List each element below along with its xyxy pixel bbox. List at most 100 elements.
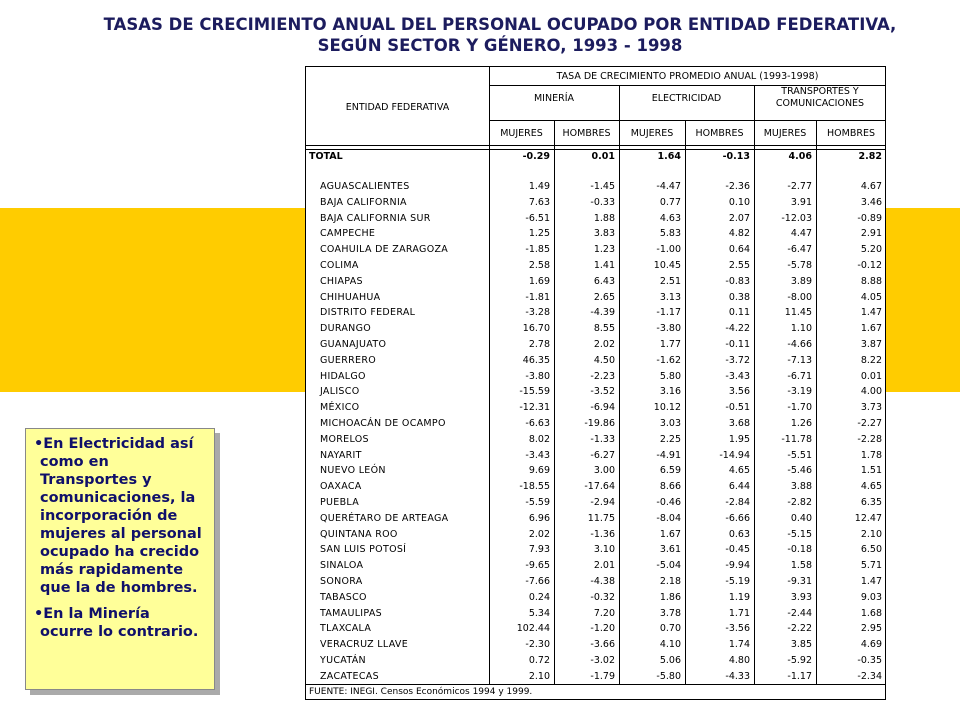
state-value: -3.56 xyxy=(725,623,750,635)
state-value: 9.69 xyxy=(528,465,550,477)
state-value: 1.88 xyxy=(593,212,615,224)
state-value: 3.89 xyxy=(790,275,812,287)
state-value: -4.33 xyxy=(725,670,750,682)
state-value: -11.78 xyxy=(781,433,812,445)
state-value: -0.51 xyxy=(725,402,750,414)
state-value: 6.35 xyxy=(860,497,882,508)
state-value: 4.69 xyxy=(860,639,882,651)
state-label: ZACATECAS xyxy=(320,670,379,682)
state-value: 0.10 xyxy=(728,196,750,208)
state-value: 0.01 xyxy=(860,370,882,382)
state-label: MORELOS xyxy=(320,433,369,445)
state-value: 11.45 xyxy=(784,307,812,319)
state-value: -5.80 xyxy=(656,670,681,682)
state-value: 4.05 xyxy=(860,291,882,303)
state-value: 1.74 xyxy=(728,639,750,651)
state-value: -14.94 xyxy=(719,449,750,461)
state-value: 4.82 xyxy=(728,228,750,240)
state-value: -0.89 xyxy=(857,212,882,224)
state-value: 2.65 xyxy=(593,291,615,303)
state-value: 1.71 xyxy=(728,607,750,619)
state-value: 1.58 xyxy=(790,560,812,572)
state-value: -5.78 xyxy=(787,260,812,271)
state-value: 3.91 xyxy=(790,196,812,208)
state-value: -1.70 xyxy=(787,402,812,414)
state-label: CAMPECHE xyxy=(320,228,376,240)
state-value: -0.46 xyxy=(656,497,681,508)
state-value: 8.02 xyxy=(528,433,550,445)
state-value: 2.02 xyxy=(593,339,615,350)
rule xyxy=(489,85,490,684)
state-value: -3.02 xyxy=(590,655,615,666)
state-value: -6.51 xyxy=(525,212,550,224)
state-value: -17.64 xyxy=(584,481,615,493)
state-value: -3.52 xyxy=(590,386,615,398)
state-value: 2.51 xyxy=(659,275,681,287)
state-label: COAHUILA DE ZARAGOZA xyxy=(320,244,449,256)
note-text: En la Minería ocurre lo contrario. xyxy=(40,606,199,640)
state-value: 8.55 xyxy=(593,323,615,335)
state-value: 1.78 xyxy=(860,449,882,461)
state-value: 6.96 xyxy=(528,512,550,524)
state-value: -9.31 xyxy=(787,576,812,587)
rule xyxy=(306,149,886,150)
state-label: SINALOA xyxy=(320,560,364,572)
state-value: 6.43 xyxy=(593,275,615,287)
state-value: -2.77 xyxy=(787,181,812,192)
rule xyxy=(489,67,490,85)
state-value: 3.00 xyxy=(593,465,615,477)
source: FUENTE: INEGI. Censos Económicos 1994 y … xyxy=(309,687,533,697)
title: TASAS DE CRECIMIENTO ANUAL DEL PERSONAL … xyxy=(103,15,897,55)
state-value: 1.23 xyxy=(593,244,615,256)
state-value: -0.45 xyxy=(725,544,750,556)
state-value: 5.71 xyxy=(860,560,882,572)
rule xyxy=(754,85,755,684)
state-value: -6.47 xyxy=(787,244,812,256)
state-value: 8.88 xyxy=(860,275,882,287)
state-value: -8.04 xyxy=(656,512,681,524)
sector-header: TRANSPORTES Y COMUNICACIONES xyxy=(775,86,865,109)
state-label: MÉXICO xyxy=(320,402,360,414)
state-value: -7.66 xyxy=(525,576,550,587)
state-value: 1.51 xyxy=(860,465,882,477)
state-label: MICHOACÁN DE OCAMPO xyxy=(320,418,446,429)
sector-header: MINERÍA xyxy=(533,93,574,104)
state-label: TABASCO xyxy=(320,591,367,603)
sector-header: ELECTRICIDAD xyxy=(651,93,722,104)
state-label: YUCATÁN xyxy=(320,655,366,666)
state-value: 10.12 xyxy=(653,402,681,414)
state-value: -5.92 xyxy=(787,655,812,666)
state-value: 3.03 xyxy=(659,418,681,429)
state-value: -3.80 xyxy=(525,370,550,382)
state-value: -1.36 xyxy=(590,528,615,540)
state-value: -3.28 xyxy=(525,307,550,319)
state-label: TLAXCALA xyxy=(320,623,372,635)
state-label: GUANAJUATO xyxy=(320,339,387,350)
rule xyxy=(489,85,886,86)
state-value: -3.43 xyxy=(525,449,550,461)
state-value: -5.59 xyxy=(525,497,550,508)
state-value: -1.17 xyxy=(787,670,812,682)
state-value: 4.67 xyxy=(860,181,882,192)
state-value: -2.28 xyxy=(857,433,882,445)
state-value: 5.20 xyxy=(860,244,882,256)
state-value: 1.49 xyxy=(528,181,550,192)
state-value: -6.63 xyxy=(525,418,550,429)
state-value: 3.68 xyxy=(728,418,750,429)
state-value: -1.20 xyxy=(590,623,615,635)
state-value: 0.38 xyxy=(728,291,750,303)
note-box: •En Electricidad así como en Transportes… xyxy=(25,428,215,690)
state-value: -1.79 xyxy=(590,670,615,682)
state-value: 2.07 xyxy=(728,212,750,224)
state-value: 2.10 xyxy=(528,670,550,682)
state-value: -5.04 xyxy=(656,560,681,572)
state-value: 6.59 xyxy=(659,465,681,477)
state-value: 12.47 xyxy=(854,512,882,524)
state-value: -0.32 xyxy=(590,591,615,603)
state-value: -4.66 xyxy=(787,339,812,350)
state-value: -0.35 xyxy=(857,655,882,666)
state-value: -2.22 xyxy=(787,623,812,635)
total-value: 0.01 xyxy=(591,151,615,162)
note-bullet: •En Electricidad así como en Transportes… xyxy=(34,436,202,596)
